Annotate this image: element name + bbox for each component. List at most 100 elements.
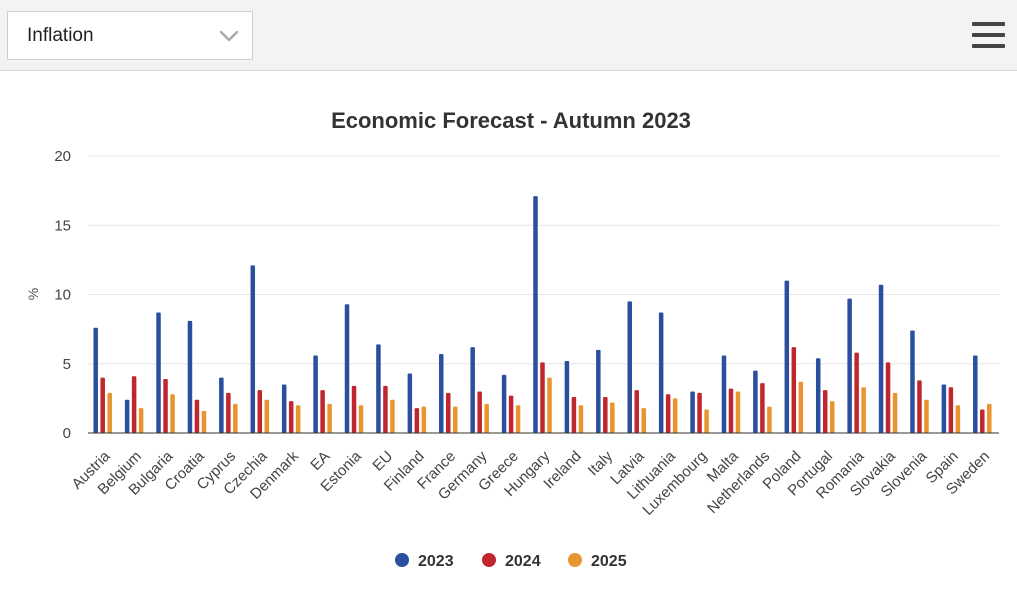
bar-2023-lithuania[interactable] bbox=[658, 312, 664, 433]
bar-2024-germany[interactable] bbox=[477, 391, 482, 433]
bar-2024-poland[interactable] bbox=[791, 347, 797, 433]
bar-2025-romania[interactable] bbox=[861, 387, 866, 433]
bar-2023-ireland[interactable] bbox=[564, 360, 570, 433]
bar-2023-luxembourg[interactable] bbox=[690, 391, 695, 433]
bar-2025-lithuania[interactable] bbox=[672, 398, 678, 433]
bar-2024-finland[interactable] bbox=[414, 408, 420, 433]
bar-2025-belgium[interactable] bbox=[138, 408, 144, 433]
bar-2024-bulgaria[interactable] bbox=[163, 378, 168, 433]
bar-2024-greece[interactable] bbox=[508, 395, 514, 433]
bar-2024-spain[interactable] bbox=[948, 387, 954, 433]
hamburger-menu-button[interactable] bbox=[972, 21, 1006, 51]
bar-2023-czechia[interactable] bbox=[250, 265, 256, 433]
bar-2025-portugal[interactable] bbox=[829, 401, 835, 433]
bar-2023-greece[interactable] bbox=[501, 374, 507, 433]
y-tick-label: 20 bbox=[54, 148, 71, 165]
bar-2024-estonia[interactable] bbox=[351, 385, 357, 433]
bar-2024-romania[interactable] bbox=[854, 352, 859, 433]
bar-2024-italy[interactable] bbox=[603, 396, 608, 433]
bar-2024-croatia[interactable] bbox=[194, 399, 200, 433]
y-tick-label: 15 bbox=[54, 217, 71, 234]
bar-2024-lithuania[interactable] bbox=[665, 394, 671, 433]
legend-item-2023[interactable]: 2023 bbox=[395, 553, 454, 570]
bar-2025-germany[interactable] bbox=[484, 403, 489, 433]
bar-2023-netherlands[interactable] bbox=[753, 370, 758, 433]
bar-2023-malta[interactable] bbox=[721, 355, 727, 433]
bar-2024-slovenia[interactable] bbox=[917, 380, 922, 433]
bar-2025-france[interactable] bbox=[453, 406, 458, 433]
bar-2023-cyprus[interactable] bbox=[219, 377, 224, 433]
bar-2023-eu[interactable] bbox=[376, 344, 381, 433]
bar-2025-ea[interactable] bbox=[327, 403, 332, 433]
bar-2023-ea[interactable] bbox=[313, 355, 318, 433]
bar-2023-latvia[interactable] bbox=[627, 301, 632, 433]
bar-2023-portugal[interactable] bbox=[815, 358, 821, 433]
bar-2023-sweden[interactable] bbox=[973, 355, 978, 433]
bar-2023-spain[interactable] bbox=[941, 384, 947, 433]
indicator-select[interactable]: Inflation bbox=[7, 11, 253, 60]
bar-2024-ea[interactable] bbox=[320, 390, 325, 433]
bar-2023-italy[interactable] bbox=[596, 349, 601, 433]
legend-swatch bbox=[568, 553, 582, 567]
bar-2025-netherlands[interactable] bbox=[767, 406, 772, 433]
legend: 2023 2024 2025 bbox=[395, 553, 627, 570]
bar-2024-cyprus[interactable] bbox=[226, 392, 231, 433]
bar-2024-sweden[interactable] bbox=[980, 409, 985, 433]
bar-2024-belgium[interactable] bbox=[131, 376, 137, 433]
legend-item-2024[interactable]: 2024 bbox=[482, 553, 541, 570]
bar-2025-luxembourg[interactable] bbox=[704, 409, 709, 433]
bar-2025-slovenia[interactable] bbox=[924, 399, 929, 433]
bar-2023-denmark[interactable] bbox=[281, 384, 287, 433]
bar-2024-ireland[interactable] bbox=[571, 396, 577, 433]
bar-2023-bulgaria[interactable] bbox=[156, 312, 161, 433]
bar-2023-germany[interactable] bbox=[470, 347, 475, 433]
bar-2025-estonia[interactable] bbox=[358, 405, 364, 433]
bar-2025-slovakia[interactable] bbox=[892, 392, 898, 433]
bar-2023-slovenia[interactable] bbox=[910, 330, 915, 433]
bar-2025-cyprus[interactable] bbox=[233, 403, 238, 433]
hamburger-menu-icon bbox=[972, 22, 1005, 26]
bar-2023-finland[interactable] bbox=[407, 373, 413, 433]
bar-2023-france[interactable] bbox=[439, 354, 444, 433]
bar-2023-hungary[interactable] bbox=[533, 196, 538, 433]
bar-2023-croatia[interactable] bbox=[187, 320, 193, 433]
bar-2025-denmark[interactable] bbox=[295, 405, 301, 433]
bar-2023-slovakia[interactable] bbox=[878, 284, 884, 433]
bar-2024-luxembourg[interactable] bbox=[697, 392, 702, 433]
y-tick-labels: 0 5 10 15 20 bbox=[54, 148, 71, 442]
bar-2025-ireland[interactable] bbox=[578, 405, 584, 433]
bar-2024-austria[interactable] bbox=[100, 377, 105, 433]
bar-2025-finland[interactable] bbox=[421, 406, 427, 433]
bar-2025-greece[interactable] bbox=[515, 405, 521, 433]
y-axis-label: % bbox=[25, 288, 41, 300]
bar-2024-eu[interactable] bbox=[383, 385, 388, 433]
bar-2025-spain[interactable] bbox=[955, 405, 961, 433]
bar-2024-france[interactable] bbox=[446, 392, 451, 433]
bar-2024-malta[interactable] bbox=[728, 388, 734, 433]
bar-2023-poland[interactable] bbox=[784, 280, 790, 433]
bar-2025-malta[interactable] bbox=[735, 391, 741, 433]
bar-2025-czechia[interactable] bbox=[264, 399, 270, 433]
bar-2024-denmark[interactable] bbox=[288, 401, 294, 433]
bar-2023-austria[interactable] bbox=[93, 327, 98, 433]
top-toolbar: Inflation bbox=[0, 0, 1017, 71]
bar-2025-eu[interactable] bbox=[390, 399, 395, 433]
bar-2023-estonia[interactable] bbox=[344, 304, 350, 433]
bar-2024-slovakia[interactable] bbox=[885, 362, 891, 433]
bar-2025-austria[interactable] bbox=[107, 392, 112, 433]
bar-2024-czechia[interactable] bbox=[257, 390, 263, 433]
bar-2025-bulgaria[interactable] bbox=[170, 394, 175, 433]
bar-2025-poland[interactable] bbox=[798, 381, 804, 433]
bar-2024-netherlands[interactable] bbox=[760, 383, 765, 433]
bar-2024-hungary[interactable] bbox=[540, 362, 545, 433]
bar-2023-romania[interactable] bbox=[847, 298, 852, 433]
bar-2025-latvia[interactable] bbox=[641, 408, 646, 433]
bar-2023-belgium[interactable] bbox=[124, 399, 130, 433]
bar-2025-sweden[interactable] bbox=[987, 403, 992, 433]
legend-item-2025[interactable]: 2025 bbox=[568, 553, 627, 570]
bar-2024-latvia[interactable] bbox=[634, 390, 639, 433]
bar-2025-italy[interactable] bbox=[610, 402, 615, 433]
bar-2024-portugal[interactable] bbox=[822, 390, 828, 433]
bar-2025-hungary[interactable] bbox=[547, 377, 552, 433]
bar-2025-croatia[interactable] bbox=[201, 410, 207, 433]
